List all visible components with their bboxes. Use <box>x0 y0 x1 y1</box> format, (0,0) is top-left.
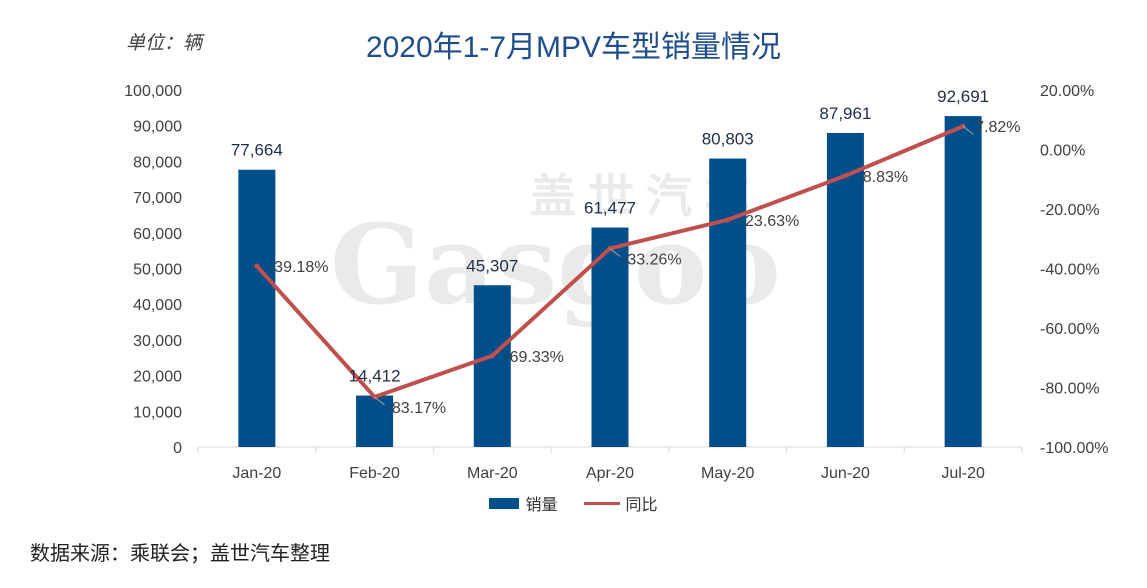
bar-Jan-20 <box>238 169 276 448</box>
bar-May-20 <box>709 158 747 447</box>
yoy-value-label: -69.33% <box>504 349 564 366</box>
y-right-tick-label: -20.00% <box>1040 202 1100 219</box>
yoy-value-label: -39.18% <box>269 259 329 276</box>
y-left-tick-label: 20,000 <box>133 369 182 386</box>
yoy-value-label: -33.26% <box>622 251 682 268</box>
y-left-tick-label: 0 <box>173 440 182 457</box>
y-right-tick-label: -60.00% <box>1040 321 1100 338</box>
x-tick-label: Apr-20 <box>586 465 634 482</box>
y-right-tick-label: 0.00% <box>1040 143 1085 160</box>
y-left-tick-label: 80,000 <box>133 154 182 171</box>
x-tick-label: May-20 <box>701 465 754 482</box>
y-right-tick-label: -100.00% <box>1040 440 1109 457</box>
yoy-value-label: 7.82% <box>975 119 1020 136</box>
x-tick-label: Feb-20 <box>349 465 400 482</box>
x-tick-label: Mar-20 <box>467 465 518 482</box>
bar-Jul-20 <box>944 116 982 447</box>
y-left-tick-label: 70,000 <box>133 190 182 207</box>
y-left-tick-label: 60,000 <box>133 226 182 243</box>
y-left-tick-label: 10,000 <box>133 404 182 421</box>
yoy-leader-line <box>374 396 385 406</box>
y-left-tick-label: 40,000 <box>133 297 182 314</box>
yoy-value-label: -83.17% <box>387 400 447 417</box>
yoy-point-Jun-20 <box>842 173 848 179</box>
legend-item-yoy: 同比 <box>583 491 658 515</box>
legend-line-label: 同比 <box>625 497 658 514</box>
legend-bar-swatch <box>489 497 520 509</box>
yoy-point-May-20 <box>725 217 731 223</box>
yoy-leader-line <box>962 125 974 135</box>
data-source: 数据来源：乘联会；盖世汽车整理 <box>30 543 330 565</box>
legend: 销量 同比 <box>0 491 1147 515</box>
y-left-tick-label: 100,000 <box>124 83 182 100</box>
bar-value-label: 92,691 <box>937 87 989 106</box>
y-right-tick-label: 20.00% <box>1040 83 1094 100</box>
bar-value-label: 14,412 <box>349 367 401 386</box>
bar-value-label: 77,664 <box>231 141 283 160</box>
legend-line-swatch <box>583 501 620 505</box>
y-left-tick-label: 30,000 <box>133 333 182 350</box>
bar-Mar-20 <box>473 285 511 447</box>
bar-value-label: 61,477 <box>584 199 636 218</box>
unit-label: 单位：辆 <box>126 33 203 54</box>
bar-value-label: 80,803 <box>702 130 754 149</box>
y-left-tick-label: 50,000 <box>133 262 182 279</box>
bar-value-label: 45,307 <box>466 256 518 275</box>
x-tick-label: Jun-20 <box>821 465 870 482</box>
bar-Jun-20 <box>826 132 864 447</box>
yoy-value-label: -23.63% <box>740 213 800 230</box>
bar-value-label: 87,961 <box>819 104 871 123</box>
yoy-leader-line <box>609 248 621 257</box>
bar-Feb-20 <box>356 395 394 447</box>
yoy-point-Jan-20 <box>254 263 260 269</box>
x-tick-label: Jan-20 <box>232 465 281 482</box>
x-tick-label: Jul-20 <box>941 465 985 482</box>
yoy-value-label: -8.83% <box>857 169 908 186</box>
bar-Apr-20 <box>591 227 629 447</box>
legend-item-sales: 销量 <box>489 491 558 515</box>
yoy-point-Mar-20 <box>489 353 495 359</box>
y-left-tick-label: 90,000 <box>133 119 182 136</box>
y-right-tick-label: -40.00% <box>1040 262 1100 279</box>
legend-bar-label: 销量 <box>525 497 558 514</box>
y-right-tick-label: -80.00% <box>1040 381 1100 398</box>
chart-title: 2020年1-7月MPV车型销量情况 <box>365 31 782 64</box>
